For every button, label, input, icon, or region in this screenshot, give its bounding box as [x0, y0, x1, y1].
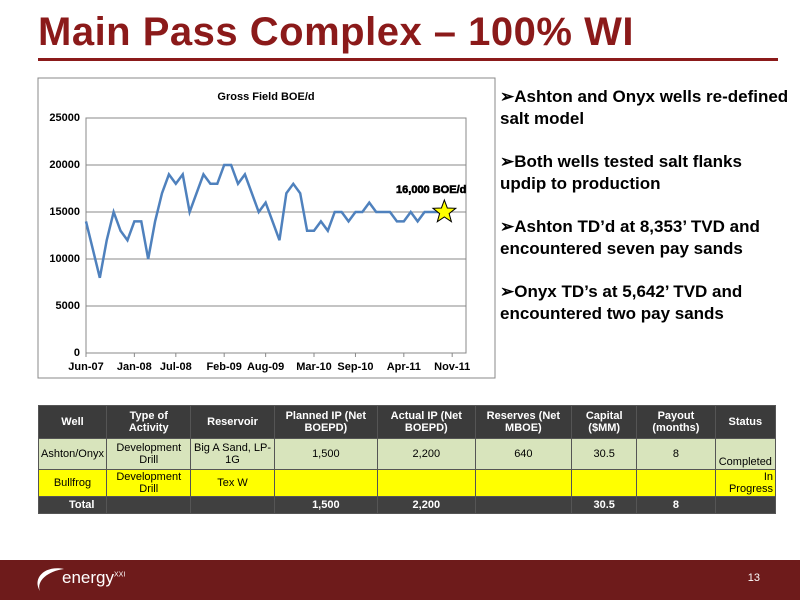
x-tick-label: Jun-07 [68, 361, 103, 373]
header-cell: Type of Activity [105, 405, 192, 439]
header-cell: Actual IP (Net BOEPD) [377, 405, 476, 439]
table-cell: 30.5 [571, 438, 638, 470]
bullet: Ashton TD’d at 8,353’ TVD and encountere… [500, 216, 790, 260]
table-row: Bullfrog Development Drill Tex W In Progres… [38, 469, 777, 497]
x-tick-label: Mar-10 [296, 361, 331, 373]
bullet: Ashton and Onyx wells re-defined salt mo… [500, 86, 790, 130]
table-cell: 2,200 [377, 438, 476, 470]
y-tick-label: 25000 [49, 112, 80, 124]
y-tick-label: 10000 [49, 253, 80, 265]
y-tick-label: 5000 [56, 300, 80, 312]
logo-text: energy [62, 568, 114, 587]
x-tick-label: Aug-09 [247, 361, 284, 373]
table-cell [190, 496, 275, 514]
header-cell: Status [714, 405, 777, 439]
x-tick-label: Feb-09 [206, 361, 241, 373]
table-cell: 30.5 [571, 496, 638, 514]
x-tick-label: Apr-11 [387, 361, 421, 373]
page-number: 13 [747, 572, 760, 584]
table-cell [474, 496, 573, 514]
table-cell: Total [38, 496, 107, 514]
well-table: Well Type of Activity Reservoir Planned IP … [38, 405, 777, 514]
title-rule [38, 58, 778, 61]
table-cell: 1,500 [273, 496, 379, 514]
y-tick-label: 20000 [49, 159, 80, 171]
table-cell [714, 496, 777, 514]
header-cell: Capital ($MM) [571, 405, 638, 439]
header-cell: Reservoir [190, 405, 275, 439]
annotation: 16,000 BOE/d [396, 184, 466, 196]
line-series [84, 163, 439, 279]
table-cell: 2,200 [377, 496, 476, 514]
x-tick-label: Jul-08 [160, 361, 192, 373]
table-cell [474, 469, 573, 497]
table-cell: 640 [474, 438, 573, 470]
table-cell: Ashton/Onyx [38, 438, 107, 470]
logo: energyXXI [62, 568, 125, 588]
bullet: Both wells tested salt flanks updip to p… [500, 151, 790, 195]
table-cell [377, 469, 476, 497]
table-cell: In Progress [714, 469, 777, 497]
slide-title: Main Pass Complex – 100% WI [38, 10, 634, 54]
y-tick-label: 15000 [49, 206, 80, 218]
chart: Gross Field BOE/d 0 5000 10000 15000 20000 25… [37, 77, 496, 379]
table-cell: 1,500 [273, 438, 379, 470]
bullet: Onyx TD’s at 5,642’ TVD and encountered … [500, 281, 790, 325]
header-cell: Planned IP (Net BOEPD) [273, 405, 379, 439]
chart-title: Gross Field BOE/d [217, 91, 314, 103]
table-cell: 8 [636, 438, 716, 470]
x-tick-label: Nov-11 [434, 361, 470, 373]
x-tick-label: Sep-10 [337, 361, 373, 373]
star-marker [431, 198, 458, 223]
logo-suffix: XXI [113, 571, 126, 579]
table-cell [636, 469, 716, 497]
header-cell: Reserves (Net MBOE) [474, 405, 573, 439]
table-cell: Bullfrog [38, 469, 107, 497]
table-cell [105, 496, 192, 514]
table-cell: Development Drill [105, 438, 192, 470]
table-cell: Tex W [190, 469, 275, 497]
table-cell: Big A Sand, LP-1G [190, 438, 275, 470]
header-cell: Payout (months) [636, 405, 716, 439]
x-tick-label: Jan-08 [117, 361, 152, 373]
bullet-list: Ashton and Onyx wells re-defined salt mo… [500, 86, 790, 346]
header-cell: Well [38, 405, 107, 439]
table-row: Ashton/Onyx Development Drill Big A Sand, … [38, 438, 777, 470]
table-cell: Development Drill [105, 469, 192, 497]
logo-swoosh [37, 568, 64, 591]
table-cell: Completed [714, 438, 777, 470]
table-cell [273, 469, 379, 497]
y-tick-label: 0 [74, 347, 80, 359]
table-row: Total 1,500 2,200 30.5 8 [38, 496, 777, 514]
table-cell [571, 469, 638, 497]
footer: energyXXI 13 [0, 560, 800, 600]
plot-area [85, 117, 467, 354]
table-cell: 8 [636, 496, 716, 514]
